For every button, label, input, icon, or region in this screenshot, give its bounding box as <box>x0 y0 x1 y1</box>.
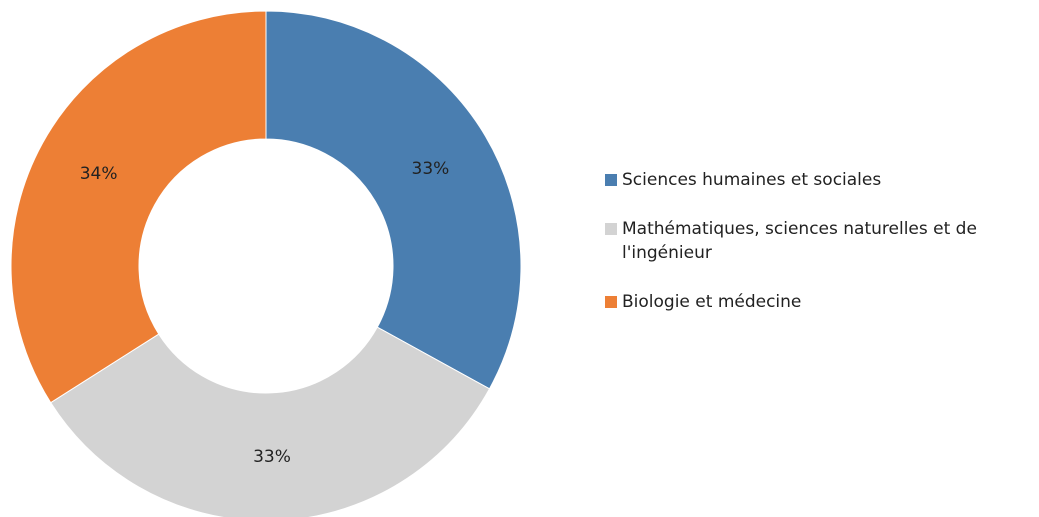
data-label: 33% <box>253 447 291 467</box>
legend-swatch <box>605 223 617 235</box>
legend-label: Sciences humaines et sociales <box>622 170 882 190</box>
legend-label: Biologie et médecine <box>622 292 802 312</box>
legend-swatch <box>605 296 617 308</box>
data-label: 33% <box>412 159 450 179</box>
data-label: 34% <box>80 164 118 184</box>
legend-item: Biologie et médecine <box>605 290 1015 314</box>
donut-slice <box>50 326 491 517</box>
legend-item: Sciences humaines et sociales <box>605 168 1015 192</box>
legend-item: Mathématiques, sciences naturelles et de… <box>605 217 1015 265</box>
legend-label: Mathématiques, sciences naturelles et de… <box>622 219 977 263</box>
legend: Sciences humaines et sociales Mathématiqu… <box>605 168 1015 339</box>
legend-swatch <box>605 174 617 186</box>
donut-slice <box>265 10 522 390</box>
donut-slice <box>10 10 267 404</box>
